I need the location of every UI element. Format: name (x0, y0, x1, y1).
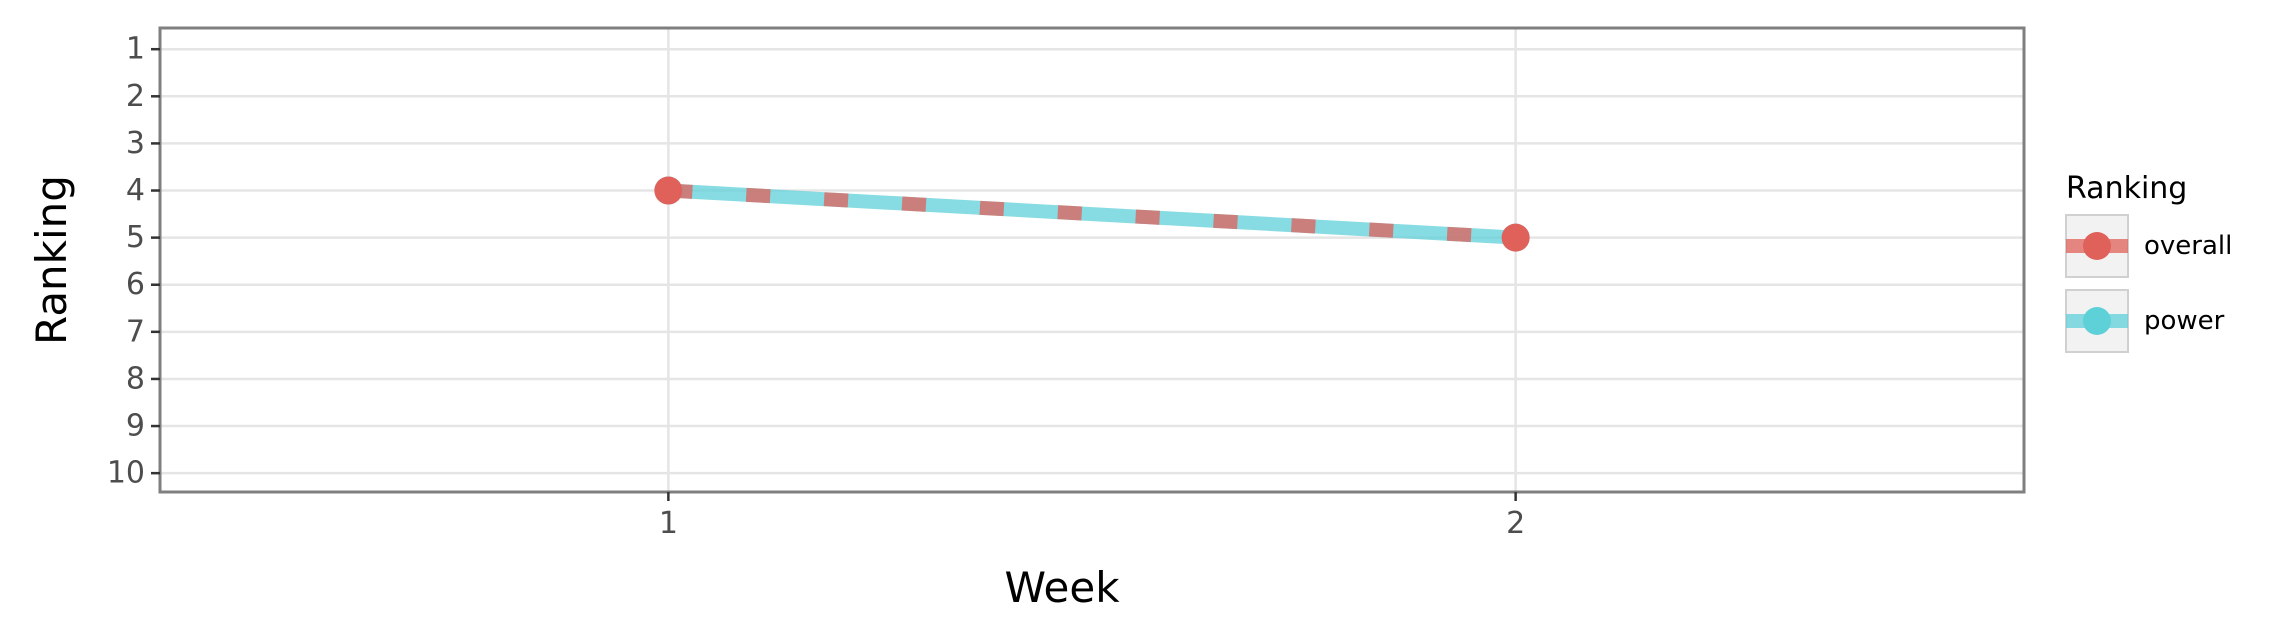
grid (160, 28, 2024, 492)
legend-items: overall power (2065, 214, 2232, 353)
y-tick-label: 1 (126, 32, 145, 67)
legend: Ranking overall power (2065, 171, 2232, 353)
y-tick-label: 6 (126, 267, 145, 302)
x-tick-label: 2 (1506, 506, 1525, 541)
y-tick-label: 4 (126, 173, 145, 208)
y-tick-label: 3 (126, 126, 145, 161)
axes: 1 2 3 4 5 6 7 8 9 10 1 2 (107, 32, 1525, 541)
legend-key-marker (2083, 307, 2111, 335)
y-tick-label: 2 (126, 79, 145, 114)
series-layer (654, 176, 1530, 252)
legend-title: Ranking (2066, 171, 2187, 206)
y-tick-label: 10 (107, 456, 145, 491)
y-tick-label: 7 (126, 314, 145, 349)
y-tick-label: 8 (126, 361, 145, 396)
y-tick-label: 5 (126, 220, 145, 255)
x-axis-title: Week (1004, 563, 1120, 612)
data-point-overall (654, 176, 683, 205)
data-point-overall (1501, 223, 1530, 252)
x-tick-label: 1 (659, 506, 678, 541)
legend-label-overall: overall (2144, 231, 2232, 261)
series-line-overall (667, 183, 1517, 245)
legend-label-power: power (2144, 306, 2225, 336)
y-tick-label: 9 (126, 409, 145, 444)
y-axis-title: Ranking (27, 175, 76, 345)
legend-key-marker (2083, 232, 2111, 260)
plot-background (160, 28, 2024, 492)
plot-border (158, 26, 2026, 494)
